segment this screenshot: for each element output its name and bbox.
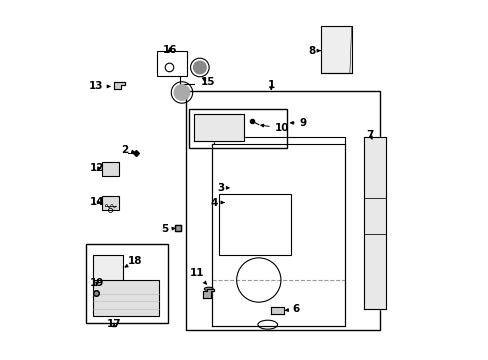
Text: 11: 11	[190, 268, 206, 284]
Circle shape	[193, 61, 206, 74]
Bar	[102, 196, 119, 210]
Text: 15: 15	[201, 77, 215, 87]
Text: 2: 2	[121, 145, 134, 155]
Ellipse shape	[204, 287, 213, 291]
Text: 14: 14	[90, 197, 104, 207]
Text: 4: 4	[210, 198, 224, 207]
Text: 16: 16	[162, 45, 177, 55]
Bar	[93, 280, 159, 316]
Text: 6: 6	[285, 304, 299, 314]
Text: 5: 5	[161, 224, 175, 234]
Bar	[157, 51, 187, 76]
Text: 1: 1	[267, 80, 274, 90]
Text: 9: 9	[290, 118, 306, 128]
Text: 8: 8	[307, 46, 320, 56]
Circle shape	[174, 85, 189, 100]
Text: 17: 17	[106, 319, 121, 329]
Bar	[219, 194, 290, 255]
Bar	[321, 26, 351, 73]
Bar	[102, 162, 119, 176]
Ellipse shape	[257, 320, 277, 329]
Polygon shape	[194, 114, 244, 141]
Text: 12: 12	[90, 163, 104, 173]
Text: 7: 7	[366, 130, 373, 140]
Text: 18: 18	[125, 256, 142, 267]
Text: 10: 10	[260, 123, 289, 133]
Text: 13: 13	[89, 81, 110, 91]
Text: 19: 19	[90, 278, 104, 288]
Bar	[85, 244, 167, 323]
Bar	[93, 255, 123, 287]
Polygon shape	[203, 289, 214, 298]
Text: 3: 3	[217, 183, 229, 193]
Polygon shape	[364, 137, 385, 309]
Bar	[185, 91, 380, 330]
Polygon shape	[271, 307, 283, 314]
Polygon shape	[114, 82, 124, 89]
Bar	[189, 109, 287, 148]
